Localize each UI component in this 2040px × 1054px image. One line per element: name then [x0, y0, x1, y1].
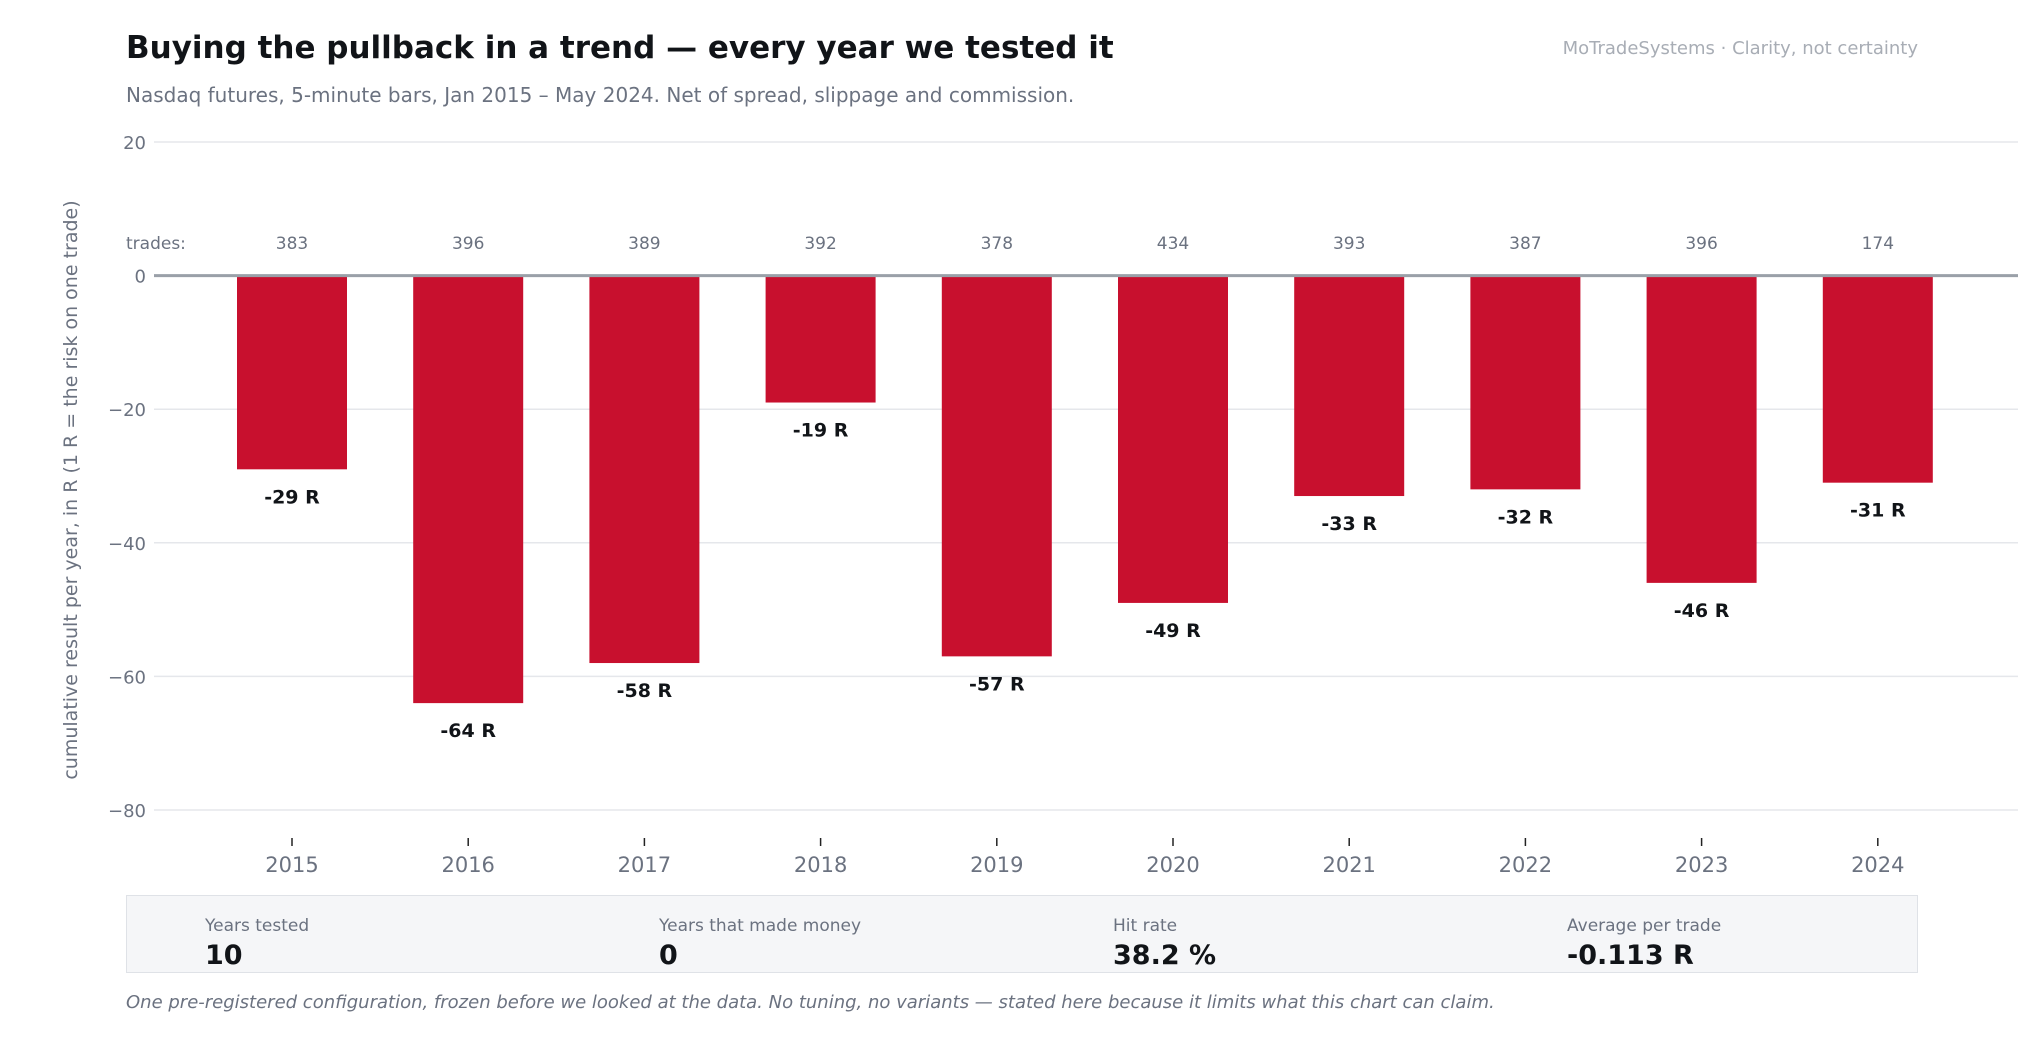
- x-tick-label: 2023: [1675, 853, 1728, 877]
- stat-hit-rate: Hit rate 38.2 %: [1113, 916, 1216, 971]
- bar-2021: [1294, 275, 1405, 497]
- y-axis-label: cumulative result per year, in R (1 R = …: [60, 200, 82, 779]
- y-tick-label: 20: [123, 133, 146, 154]
- data-label: -64 R: [440, 720, 496, 742]
- bar-2019: [941, 275, 1052, 657]
- stats-panel: Years tested 10 Years that made money 0 …: [126, 895, 1918, 973]
- trade-count: 389: [628, 234, 660, 254]
- chart-subtitle: Nasdaq futures, 5-minute bars, Jan 2015 …: [126, 83, 1075, 107]
- data-label: -57 R: [969, 673, 1025, 695]
- y-tick-label: −60: [108, 667, 146, 688]
- stat-years-tested: Years tested 10: [205, 916, 309, 971]
- x-tick-label: 2022: [1499, 853, 1552, 877]
- x-tick-label: 2015: [265, 853, 318, 877]
- stat-value: 38.2 %: [1113, 940, 1217, 971]
- brand-tagline: MoTradeSystems · Clarity, not certainty: [1562, 38, 1918, 59]
- bar-2016: [413, 275, 524, 704]
- stat-average-per-trade: Average per trade -0.113 R: [1567, 916, 1721, 971]
- bar-2024: [1822, 275, 1933, 483]
- trade-count: 396: [1685, 234, 1717, 254]
- x-tick-label: 2019: [970, 853, 1023, 877]
- data-label: -31 R: [1850, 500, 1906, 522]
- trade-count: 396: [452, 234, 484, 254]
- trade-count: 174: [1862, 234, 1894, 254]
- stat-label: Years tested: [205, 916, 310, 936]
- x-tick-label: 2018: [794, 853, 847, 877]
- bar-chart: 20 0 −20 −40 −60 −80 cumulative result per yea…: [60, 133, 2018, 877]
- trade-count: 387: [1509, 234, 1541, 254]
- x-tick-label: 2024: [1851, 853, 1904, 877]
- bar-2020: [1118, 275, 1228, 603]
- stat-value: 0: [659, 940, 678, 971]
- stat-years-profitable: Years that made money 0: [659, 916, 861, 971]
- trade-count: 378: [981, 234, 1013, 254]
- bar-2018: [765, 275, 876, 403]
- stat-label: Hit rate: [1113, 916, 1178, 936]
- x-tick-label: 2021: [1322, 853, 1375, 877]
- bar-2015: [237, 275, 347, 470]
- stat-label: Average per trade: [1567, 916, 1722, 936]
- y-tick-label: −80: [108, 801, 146, 822]
- y-tick-label: −20: [108, 400, 146, 421]
- stat-value: -0.113 R: [1567, 940, 1694, 971]
- trade-count: 383: [276, 234, 308, 254]
- trade-count: 434: [1157, 234, 1189, 254]
- chart-title: Buying the pullback in a trend — every y…: [126, 30, 1114, 66]
- data-label: -49 R: [1145, 620, 1201, 642]
- y-tick-label: 0: [135, 267, 146, 288]
- data-label: -32 R: [1498, 506, 1554, 528]
- bar-2017: [589, 275, 700, 664]
- bar-2022: [1470, 275, 1581, 490]
- trade-count: 393: [1333, 234, 1365, 254]
- trades-label: trades:: [126, 234, 186, 254]
- x-tick-label: 2020: [1146, 853, 1199, 877]
- footnote: One pre-registered configuration, frozen…: [126, 992, 1495, 1013]
- stat-label: Years that made money: [659, 916, 862, 936]
- data-label: -46 R: [1674, 600, 1730, 622]
- stat-value: 10: [205, 940, 243, 971]
- y-tick-label: −40: [108, 534, 146, 555]
- bar-2023: [1646, 275, 1757, 583]
- data-label: -58 R: [617, 680, 673, 702]
- x-tick-label: 2017: [618, 853, 671, 877]
- data-label: -29 R: [264, 486, 320, 508]
- trade-count: 392: [804, 234, 836, 254]
- data-label: -33 R: [1321, 513, 1377, 535]
- x-tick-label: 2016: [441, 853, 494, 877]
- data-label: -19 R: [793, 420, 849, 442]
